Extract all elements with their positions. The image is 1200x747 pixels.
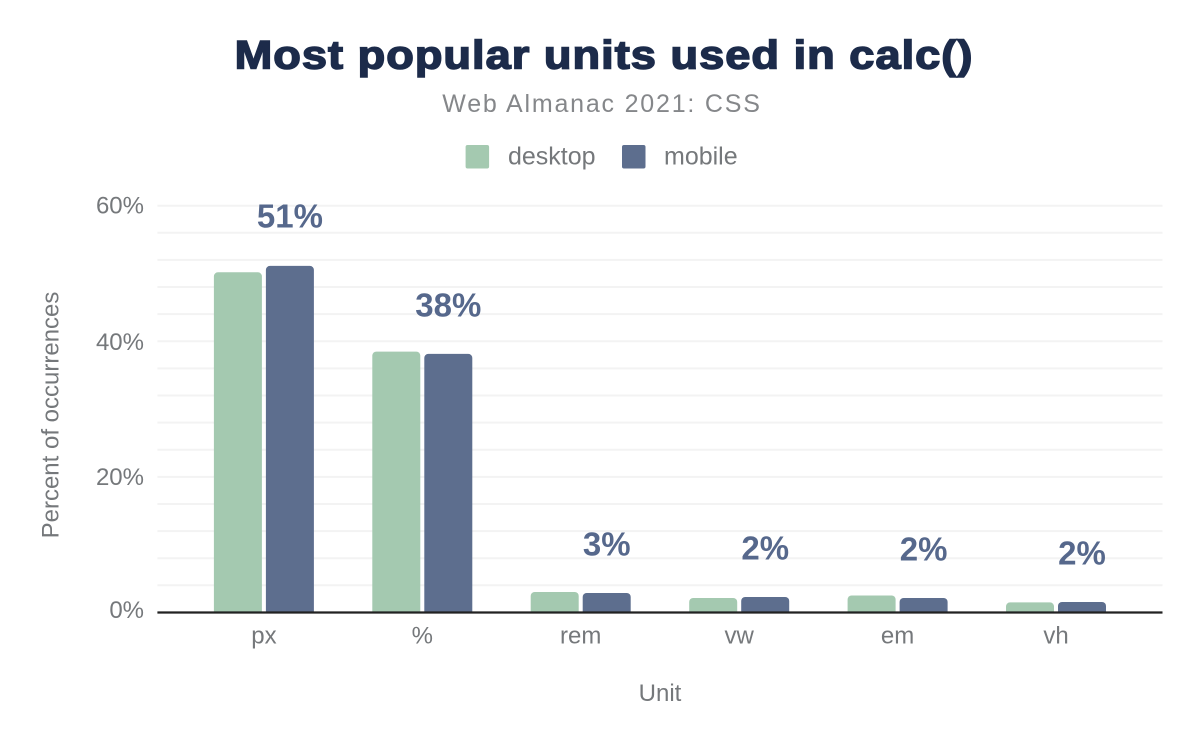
svg-text:2%: 2% xyxy=(900,531,948,568)
svg-text:60%: 60% xyxy=(96,192,144,219)
svg-text:vw: vw xyxy=(725,623,755,650)
svg-text:0%: 0% xyxy=(109,597,144,624)
svg-text:Percent of occurrences: Percent of occurrences xyxy=(38,292,65,539)
svg-text:%: % xyxy=(412,623,433,650)
svg-text:rem: rem xyxy=(560,623,601,650)
svg-text:Most popular units used in cal: Most popular units used in calc() xyxy=(235,33,974,78)
svg-text:px: px xyxy=(251,623,276,650)
svg-text:3%: 3% xyxy=(583,526,631,563)
svg-text:38%: 38% xyxy=(415,287,481,324)
svg-text:vh: vh xyxy=(1043,623,1068,650)
svg-text:Unit: Unit xyxy=(639,680,682,707)
svg-text:mobile: mobile xyxy=(664,143,738,171)
svg-text:Web Almanac 2021: CSS: Web Almanac 2021: CSS xyxy=(442,90,761,118)
svg-text:51%: 51% xyxy=(257,198,323,235)
svg-text:em: em xyxy=(881,623,914,650)
svg-text:40%: 40% xyxy=(96,329,144,356)
svg-text:2%: 2% xyxy=(741,530,789,567)
svg-text:20%: 20% xyxy=(96,464,144,491)
svg-text:desktop: desktop xyxy=(508,143,596,171)
svg-text:2%: 2% xyxy=(1058,535,1106,572)
